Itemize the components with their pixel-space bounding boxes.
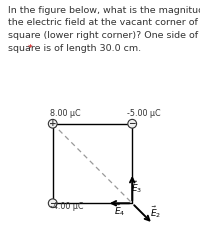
Text: -5.00 μC: -5.00 μC — [127, 109, 160, 118]
Circle shape — [48, 199, 57, 208]
Text: *: * — [28, 44, 33, 53]
Circle shape — [128, 119, 137, 128]
Text: -4.00 μC: -4.00 μC — [50, 202, 84, 211]
Text: −: − — [49, 199, 56, 208]
Text: 8.00 μC: 8.00 μC — [50, 109, 81, 118]
Text: square (lower right corner)? One side of the: square (lower right corner)? One side of… — [8, 31, 200, 40]
Text: $\vec{E}_2$: $\vec{E}_2$ — [150, 204, 162, 220]
Text: +: + — [49, 119, 57, 128]
Text: the electric field at the vacant corner of the: the electric field at the vacant corner … — [8, 18, 200, 27]
Circle shape — [48, 119, 57, 128]
Text: square is of length 30.0 cm.: square is of length 30.0 cm. — [8, 44, 147, 53]
Text: −: − — [128, 119, 136, 128]
Text: $\vec{E}_3$: $\vec{E}_3$ — [131, 179, 143, 195]
Text: In the figure below, what is the magnitude of: In the figure below, what is the magnitu… — [8, 6, 200, 15]
Text: $\vec{E}_4$: $\vec{E}_4$ — [114, 203, 125, 218]
